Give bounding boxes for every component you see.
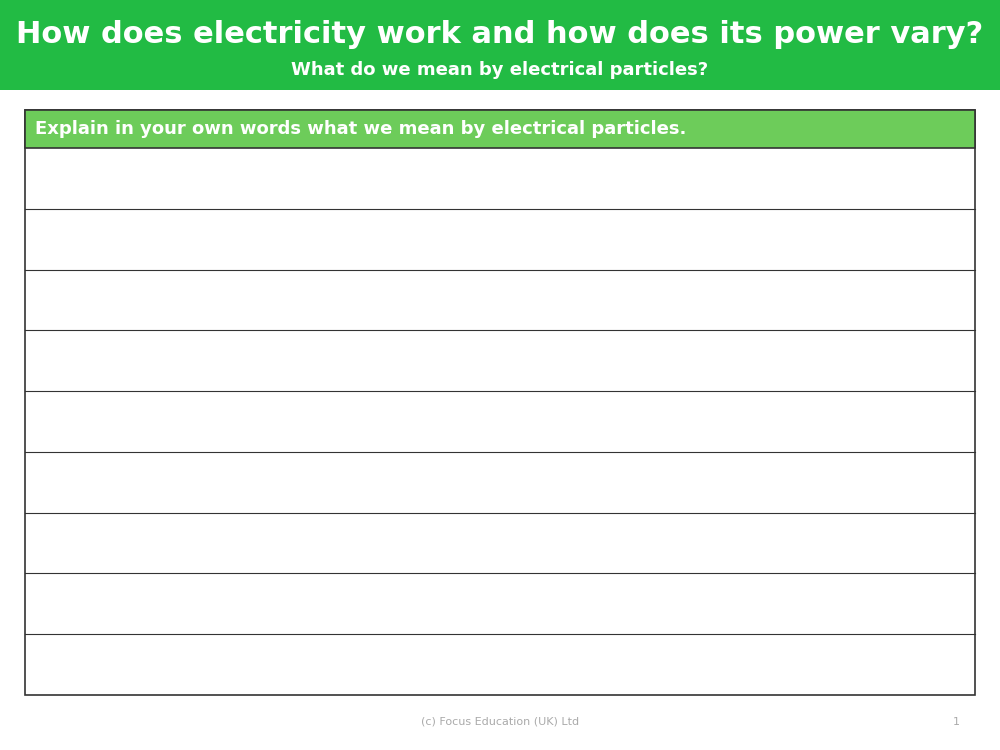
FancyBboxPatch shape [25,110,975,695]
Text: (c) Focus Education (UK) Ltd: (c) Focus Education (UK) Ltd [421,717,579,727]
Text: How does electricity work and how does its power vary?: How does electricity work and how does i… [16,20,984,49]
FancyBboxPatch shape [0,0,1000,90]
Text: What do we mean by electrical particles?: What do we mean by electrical particles? [291,62,709,80]
Text: Explain in your own words what we mean by electrical particles.: Explain in your own words what we mean b… [35,120,686,138]
Text: 1: 1 [953,717,960,727]
FancyBboxPatch shape [25,110,975,148]
